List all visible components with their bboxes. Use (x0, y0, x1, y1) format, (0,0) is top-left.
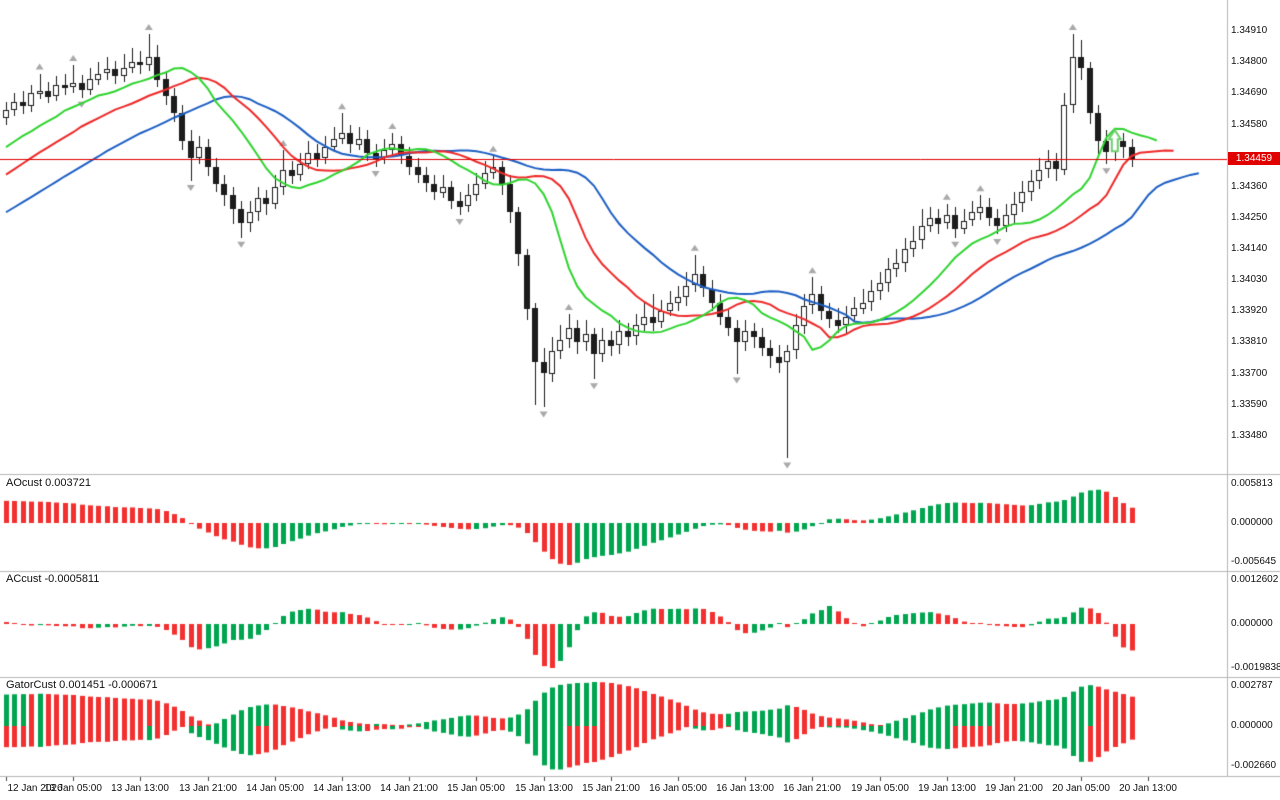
trading-chart-window: AOcust 0.003721 ACcust -0.0005811 GatorC… (0, 0, 1280, 800)
chart-canvas[interactable] (0, 0, 1280, 800)
